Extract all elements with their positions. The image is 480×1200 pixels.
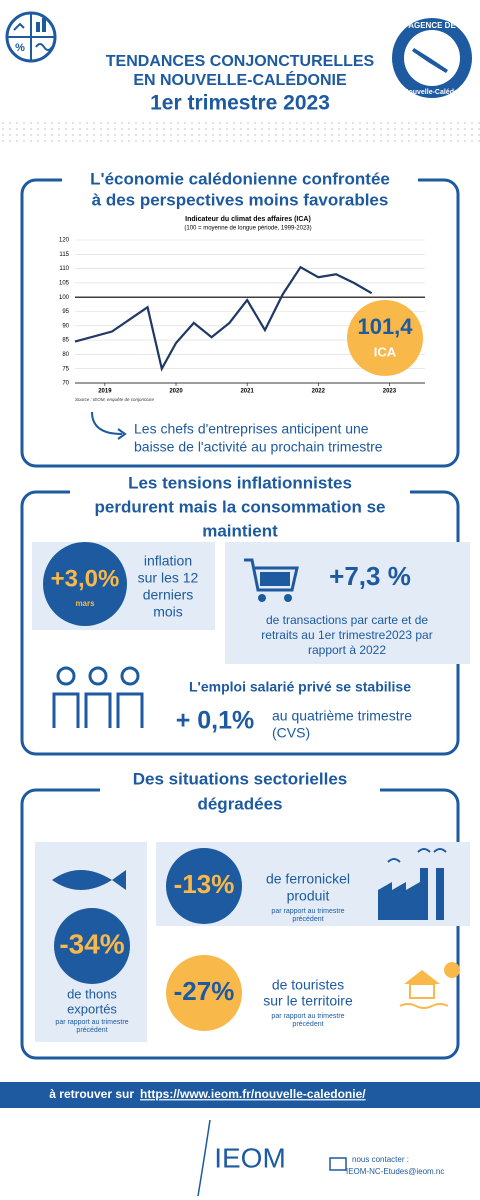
- data-line: [74, 265, 373, 372]
- y-tick-label: 115: [59, 252, 69, 258]
- x-tick-label: 2020: [169, 389, 183, 395]
- employment-text: (CVS): [272, 725, 310, 741]
- nickel-note: par rapport au trimestre: [271, 908, 344, 915]
- y-tick-label: 90: [62, 323, 69, 329]
- cart-icon: [244, 558, 299, 602]
- section-heading: Des situations sectorielles: [133, 769, 347, 788]
- chart-title: Indicateur du climat des affaires (ICA): [185, 216, 311, 223]
- arrow-head: [117, 428, 127, 440]
- inflation-text: inflation: [144, 553, 192, 569]
- section-heading: L'économie calédonienne confrontée: [90, 169, 390, 188]
- nickel-value: -13%: [174, 869, 235, 899]
- section-heading: maintient: [202, 521, 278, 540]
- employment-heading: L'emploi salarié privé se stabilise: [189, 679, 411, 695]
- fish-icon: [52, 870, 126, 890]
- people-icon: [52, 666, 144, 728]
- nickel-bubble: [166, 848, 242, 924]
- tuna-text: de thons: [67, 986, 117, 1001]
- chart-source: Source : IEOM, enquête de conjoncture: [75, 397, 155, 402]
- mail-icon: [329, 1157, 347, 1171]
- inflation-text: sur les 12: [138, 570, 199, 586]
- tuna-note: par rapport au trimestre: [55, 1019, 128, 1026]
- footer-bar: [0, 1082, 480, 1108]
- employment-text: au quatrième trimestre: [272, 708, 412, 724]
- y-tick-label: 80: [62, 352, 69, 358]
- section-heading: perdurent mais la consommation se: [95, 497, 386, 516]
- caption: baisse de l'activité au prochain trimest…: [134, 439, 383, 455]
- title-line: EN NOUVELLE-CALÉDONIE: [133, 70, 347, 89]
- tourism-text: sur le territoire: [263, 993, 353, 1009]
- highlight-bubble: [347, 300, 423, 376]
- contact-email[interactable]: IEOM-NC-Etudes@ieom.nc: [346, 1167, 444, 1176]
- inflation-month: mars: [75, 599, 95, 608]
- logo-bottom: la Nouvelle-Calédonie: [396, 89, 469, 96]
- inflation-text: derniers: [143, 587, 194, 603]
- logo-top: AGENCE DE: [408, 21, 456, 30]
- cards-text: rapport à 2022: [308, 643, 386, 657]
- y-tick-label: 95: [62, 309, 69, 315]
- nickel-text: de ferronickel: [266, 871, 350, 887]
- period: 1er trimestre 2023: [150, 92, 330, 115]
- y-tick-label: 85: [62, 338, 69, 344]
- tourism-note: par rapport au trimestre: [271, 1013, 344, 1020]
- contact-label: nous contacter :: [352, 1155, 409, 1164]
- x-tick-label: 2019: [98, 389, 112, 395]
- chart-subtitle: (100 = moyenne de longue période, 1999-2…: [184, 226, 311, 232]
- svg-text:%: %: [15, 42, 25, 54]
- section-heading: dégradées: [197, 794, 282, 813]
- panel: [225, 542, 470, 664]
- header-icon: %: [5, 11, 57, 63]
- tuna-note: précédent: [76, 1027, 107, 1034]
- y-tick-label: 70: [62, 381, 69, 387]
- tuna-value: -34%: [59, 928, 124, 959]
- tourism-bubble: [166, 955, 242, 1031]
- cards-text: de transactions par carte et de: [266, 613, 428, 627]
- bungalow-icon: [399, 962, 460, 1009]
- y-tick-label: 100: [59, 295, 70, 301]
- nickel-note: précédent: [292, 916, 323, 923]
- tuna-bubble: [54, 908, 130, 984]
- cards-value: +7,3 %: [329, 561, 411, 591]
- tuna-text: exportés: [67, 1001, 117, 1016]
- caption: Les chefs d'entreprises anticipent une: [134, 421, 369, 437]
- footer-prefix: à retrouver sur: [49, 1087, 134, 1101]
- dotted-band: [0, 122, 480, 146]
- inflation-bubble: [43, 542, 127, 626]
- highlight-value: 101,4: [357, 314, 413, 339]
- factory-icon: [378, 848, 447, 920]
- chart: 70 75 80 85 90 95 100 105 110 115 120 2019 2020 2021 2…: [59, 238, 425, 395]
- heading-bg: [70, 470, 410, 542]
- y-tick-label: 120: [59, 238, 70, 244]
- x-tick-label: 2021: [240, 389, 254, 395]
- ieom-logo: IEOM: [214, 1142, 286, 1173]
- y-tick-label: 105: [59, 280, 70, 286]
- x-tick-label: 2023: [383, 389, 397, 395]
- section-heading: à des perspectives moins favorables: [92, 190, 389, 209]
- title-line: TENDANCES CONJONCTURELLES: [106, 53, 375, 70]
- highlight-unit: ICA: [374, 344, 397, 359]
- section-heading: Les tensions inflationnistes: [128, 473, 352, 492]
- heading-bg: [62, 164, 418, 194]
- tourism-value: -27%: [174, 976, 235, 1006]
- tourism-text: de touristes: [272, 977, 344, 993]
- inflation-text: mois: [153, 604, 183, 620]
- arrow: [91, 411, 123, 435]
- agency-logo: AGENCE DE la Nouvelle-Calédonie: [392, 18, 472, 98]
- heading-bg: [100, 766, 380, 818]
- y-tick-label: 75: [62, 366, 69, 372]
- nickel-text: produit: [287, 888, 330, 904]
- inflation-value: +3,0%: [51, 565, 120, 592]
- footer-link[interactable]: https://www.ieom.fr/nouvelle-caledonie/: [140, 1087, 366, 1101]
- y-tick-label: 110: [59, 266, 69, 272]
- employment-value: + 0,1%: [176, 707, 255, 735]
- cards-text: retraits au 1er trimestre2023 par: [261, 628, 432, 642]
- x-tick-label: 2022: [312, 389, 326, 395]
- logo-stroke: [197, 1119, 211, 1197]
- tourism-note: précédent: [292, 1021, 323, 1028]
